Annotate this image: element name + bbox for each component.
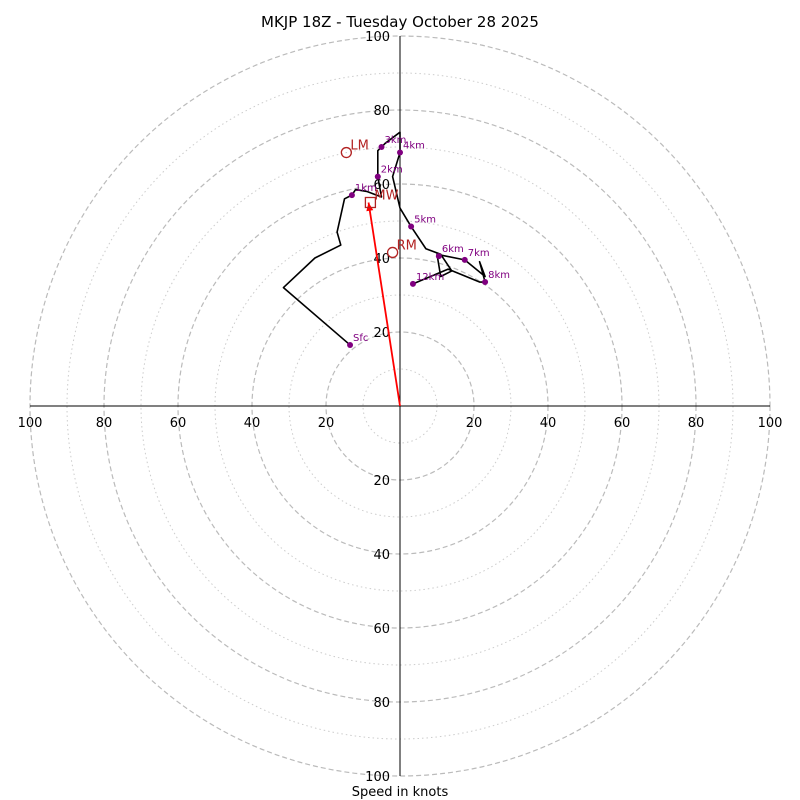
x-tick-label: 40 xyxy=(540,416,557,431)
height-marker-dot xyxy=(482,279,489,286)
height-marker-label: Sfc xyxy=(353,333,368,344)
height-marker-dot xyxy=(408,223,415,230)
height-marker-label: 8km xyxy=(488,270,510,281)
height-marker-label: 3km xyxy=(385,135,407,146)
x-tick-label: 80 xyxy=(688,416,705,431)
height-marker-dot xyxy=(435,253,442,260)
height-marker-dot xyxy=(348,192,355,199)
x-tick-label: 100 xyxy=(758,416,783,431)
height-marker-label: 7km xyxy=(468,248,490,259)
trace-line xyxy=(282,131,486,346)
x-tick-label: 60 xyxy=(614,416,631,431)
x-tick-label: 20 xyxy=(466,416,483,431)
x-tick-label: 20 xyxy=(318,416,335,431)
y-tick-label: 20 xyxy=(373,474,390,489)
y-tick-label: 60 xyxy=(373,622,390,637)
height-marker-dot xyxy=(461,256,468,263)
y-tick-label: 100 xyxy=(365,770,390,785)
x-tick-label: 100 xyxy=(18,416,43,431)
tick-labels: 100 80 60 40 20 20 40 60 80 100100806040202040608… xyxy=(18,30,783,785)
x-tick-label: 80 xyxy=(96,416,113,431)
motion-marker-circle xyxy=(340,146,353,159)
height-marker-label: 12km xyxy=(416,272,444,283)
height-marker-dot xyxy=(397,149,403,156)
height-marker-dot xyxy=(347,341,354,348)
storm-motion-vector xyxy=(366,202,401,407)
motion-marker-label: LM xyxy=(350,139,368,154)
wind-profile-trace xyxy=(282,131,486,346)
y-tick-label: 20 xyxy=(373,326,390,341)
height-marker-label: 5km xyxy=(414,215,436,226)
storm-motion-markers: LM MW RM xyxy=(340,139,417,259)
motion-marker-square xyxy=(364,196,377,209)
motion-marker-label: MW xyxy=(374,189,398,204)
height-marker-dot xyxy=(409,280,416,287)
height-marker-dot xyxy=(374,173,381,180)
height-marker-label: 4km xyxy=(403,141,425,152)
y-tick-label: 60 xyxy=(373,178,390,193)
motion-marker-label: RM xyxy=(397,238,417,253)
y-tick-label: 40 xyxy=(373,548,390,563)
height-marker-dot xyxy=(378,144,385,150)
y-tick-label: 80 xyxy=(373,696,390,711)
x-tick-label: 40 xyxy=(244,416,261,431)
x-tick-label: 60 xyxy=(170,416,187,431)
y-tick-label: 100 xyxy=(365,30,390,45)
chart-title: MKJP 18Z - Tuesday October 28 2025 xyxy=(261,13,539,31)
motion-marker-circle xyxy=(386,246,399,259)
y-tick-label: 80 xyxy=(373,104,390,119)
vector-shaft xyxy=(367,202,401,407)
x-axis-label: Speed in knots xyxy=(352,785,449,800)
height-marker-label: 6km xyxy=(442,244,464,255)
height-marker-label: 1km xyxy=(355,183,377,194)
height-marker-label: 2km xyxy=(381,165,403,176)
